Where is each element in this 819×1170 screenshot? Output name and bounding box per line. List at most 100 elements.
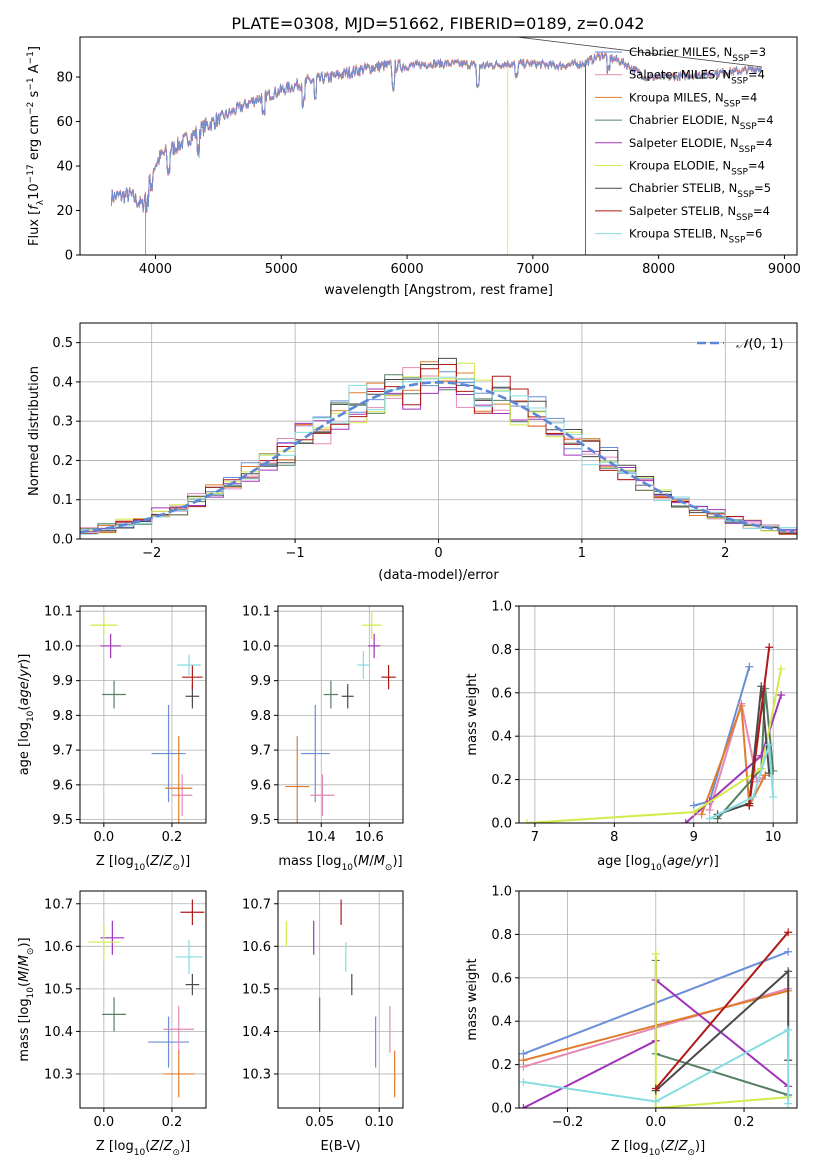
y-tick-label: 9.6 (250, 778, 271, 793)
weight-marker-salpeter-elodie (777, 690, 786, 699)
weight-marker-kroupa-stelib (519, 1077, 528, 1086)
figure-title: PLATE=0308, MJD=51662, FIBERID=0189, z=0… (231, 14, 644, 33)
errorbar-point-chabrier-miles (151, 704, 186, 803)
y-axis-label: mass weight (465, 673, 480, 755)
weight-line-kroupa-elodie (654, 953, 789, 1108)
x-tick-label: 9 (690, 830, 698, 845)
weight-marker-salpeter-stelib (784, 928, 793, 937)
errorbar-point-kroupa-elodie (362, 611, 382, 639)
panel-mass-weight-vs-age: 7 8 9 10 0.0 0.2 0.4 0.6 0.8 1.0 age [log10(age/yr… (465, 600, 798, 873)
axes-frame (277, 605, 404, 824)
weight-marker-salpeter-elodie (681, 819, 690, 823)
y-tick-label: 0.8 (491, 643, 512, 658)
weight-marker-kroupa-miles (737, 701, 746, 710)
weight-marker-kroupa-elodie (689, 808, 698, 817)
y-tick-label: 0.0 (491, 1102, 512, 1117)
weight-line-salpeter-stelib (655, 931, 789, 1090)
legend-label-kroupa-elodie: Kroupa ELODIE, NSSP=4 (629, 159, 765, 178)
y-axis-label: mass weight (465, 958, 480, 1040)
y-tick-label: 0.2 (491, 1058, 512, 1073)
x-tick-label: −0.2 (552, 1115, 584, 1130)
x-tick-label: 0.10 (365, 1115, 394, 1130)
errorbar-point-kroupa-miles (163, 1050, 195, 1098)
y-tick-label: 0.5 (52, 336, 73, 351)
x-axis-label: wavelength [Angstrom, rest frame] (324, 283, 553, 298)
y-tick-label: 10.3 (44, 1067, 73, 1082)
y-tick-label: 1.0 (491, 600, 512, 615)
x-tick-label: 0.2 (734, 1115, 755, 1130)
x-axis-label: mass [log10(M/M⊙)] (278, 854, 402, 873)
x-tick-label: 9000 (768, 262, 801, 277)
panel-age-vs-mass: 10.4 10.6 9.5 9.6 9.7 9.8 9.9 10.0 10.1 mass [log… (242, 605, 404, 873)
x-tick-label: 2 (721, 546, 729, 561)
y-tick-label: 10.1 (242, 605, 271, 620)
y-tick-label: 10.4 (242, 1025, 271, 1040)
x-axis-label: Z [log10(Z/Z⊙)] (96, 1139, 190, 1158)
weight-marker-kroupa-stelib (784, 1025, 793, 1034)
y-tick-label: 0.2 (52, 454, 73, 469)
y-tick-label: 0.3 (52, 415, 73, 430)
plot-area-mass-vs-EBV (285, 899, 396, 1098)
weight-marker-chabrier-stelib (784, 967, 793, 976)
y-tick-label: 10.0 (44, 639, 73, 654)
y-axis-label: Flux [fλ10−17 erg cm−2 s−1 A−1] (26, 46, 46, 246)
y-tick-label: 0.4 (52, 375, 73, 390)
y-tick-label: 80 (56, 71, 73, 86)
weight-marker-kroupa-miles (697, 810, 706, 819)
weight-line-kroupa-stelib (523, 1028, 790, 1104)
x-tick-label: 10.6 (355, 830, 384, 845)
errorbar-point-kroupa-stelib (177, 654, 201, 676)
y-tick-label: 10.5 (44, 982, 73, 997)
legend-label-kroupa-stelib: Kroupa STELIB, NSSP=6 (629, 227, 762, 246)
errorbar-point-chabrier-elodie (323, 680, 339, 709)
x-axis-label: (data-model)/error (378, 568, 499, 583)
x-tick-label: 8000 (642, 262, 675, 277)
errorbar-point-salpeter-elodie (368, 633, 381, 659)
weight-line-salpeter-miles (708, 703, 766, 811)
x-tick-label: 7 (531, 830, 539, 845)
errorbar-point-salpeter-elodie (100, 633, 121, 659)
errorbar-point-salpeter-stelib (182, 665, 203, 690)
errorbar-point-chabrier-miles (300, 704, 330, 803)
y-tick-label: 10.6 (242, 940, 271, 955)
axes-frame (518, 605, 798, 824)
panel-mass-weight-vs-Z: −0.2 0.0 0.2 0.0 0.2 0.4 0.6 0.8 1.0 Z [log10(Z/Z… (465, 885, 798, 1158)
weight-line-chabrier-stelib (717, 686, 771, 816)
y-tick-label: 0.6 (491, 686, 512, 701)
legend-label-chabrier-stelib: Chabrier STELIB, NSSP=5 (629, 181, 771, 200)
y-axis-label: mass [log10(M/M⊙)] (17, 937, 36, 1061)
y-tick-label: 60 (56, 115, 73, 130)
panel-residuals: −2 −1 0 1 2 0.0 0.1 0.2 0.3 0.4 0.5 (data-model)/er… (27, 322, 798, 583)
plot-area-mass-weight-vs-Z (519, 928, 793, 1108)
y-tick-label: 9.7 (250, 744, 271, 759)
x-axis-label: E(B-V) (320, 1139, 360, 1154)
y-tick-label: 10.6 (44, 940, 73, 955)
y-tick-label: 1.0 (491, 885, 512, 900)
legend-label-salpeter-miles: Salpeter MILES, NSSP=4 (629, 68, 765, 87)
errorbar-point-salpeter-miles (171, 774, 193, 817)
errorbar-point-chabrier-elodie (102, 680, 126, 709)
y-tick-label: 40 (56, 160, 73, 175)
x-tick-label: 0 (434, 546, 442, 561)
panel-age-vs-Z: 0.0 0.2 9.5 9.6 9.7 9.8 9.9 10.0 10.1 Z [log10(Z/… (17, 605, 207, 873)
weight-marker-chabrier-miles (745, 662, 754, 671)
y-tick-label: 9.5 (52, 813, 73, 828)
errorbar-point-kroupa-stelib (357, 651, 370, 679)
weight-marker-chabrier-miles (784, 947, 793, 956)
panel-spectrum: 4000 5000 6000 7000 8000 9000 0 20 40 60 80 wavelen… (26, 36, 801, 298)
errorbar-point-kroupa-miles (285, 736, 310, 823)
weight-line-kroupa-stelib (709, 744, 775, 820)
errorbar-point-salpeter-miles (310, 774, 335, 817)
x-tick-label: −1 (286, 546, 305, 561)
x-tick-label: 4000 (139, 262, 172, 277)
legend-label-salpeter-stelib: Salpeter STELIB, NSSP=4 (629, 204, 770, 223)
weight-marker-kroupa-elodie (651, 949, 660, 958)
errorbar-point-chabrier-elodie (102, 997, 126, 1032)
weight-marker-salpeter-elodie (519, 1104, 528, 1108)
weight-marker-kroupa-miles (519, 1056, 528, 1065)
weight-marker-kroupa-stelib (749, 792, 758, 801)
weight-marker-kroupa-stelib (784, 1099, 793, 1108)
x-tick-label: −2 (142, 546, 161, 561)
x-axis-label: Z [log10(Z/Z⊙)] (96, 854, 190, 873)
